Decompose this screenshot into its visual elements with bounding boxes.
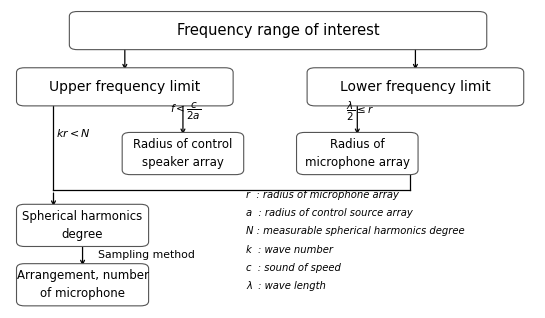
FancyBboxPatch shape	[296, 132, 418, 175]
Text: Arrangement, number
of microphone: Arrangement, number of microphone	[16, 269, 149, 300]
Text: r  : radius of microphone array: r : radius of microphone array	[246, 190, 399, 200]
Text: Lower frequency limit: Lower frequency limit	[340, 80, 491, 94]
Text: λ  : wave length: λ : wave length	[246, 281, 326, 291]
Text: $kr < N$: $kr < N$	[56, 127, 91, 139]
Text: a  : radius of control source array: a : radius of control source array	[246, 208, 413, 218]
FancyBboxPatch shape	[16, 264, 149, 306]
FancyBboxPatch shape	[69, 11, 487, 50]
FancyBboxPatch shape	[16, 68, 233, 106]
Text: $f < \dfrac{c}{2a}$: $f < \dfrac{c}{2a}$	[170, 101, 201, 122]
Text: c  : sound of speed: c : sound of speed	[246, 263, 341, 273]
FancyBboxPatch shape	[307, 68, 524, 106]
Text: N : measurable spherical harmonics degree: N : measurable spherical harmonics degre…	[246, 226, 465, 237]
Text: $\dfrac{\lambda}{2} \leq r$: $\dfrac{\lambda}{2} \leq r$	[346, 100, 374, 123]
FancyBboxPatch shape	[122, 132, 244, 175]
Text: Spherical harmonics
degree: Spherical harmonics degree	[22, 210, 143, 241]
Text: k  : wave number: k : wave number	[246, 245, 334, 255]
Text: Frequency range of interest: Frequency range of interest	[177, 23, 379, 38]
Text: Radius of
microphone array: Radius of microphone array	[305, 138, 410, 169]
Text: Sampling method: Sampling method	[99, 250, 195, 260]
FancyBboxPatch shape	[16, 204, 149, 246]
Text: Radius of control
speaker array: Radius of control speaker array	[134, 138, 233, 169]
Text: Upper frequency limit: Upper frequency limit	[49, 80, 201, 94]
